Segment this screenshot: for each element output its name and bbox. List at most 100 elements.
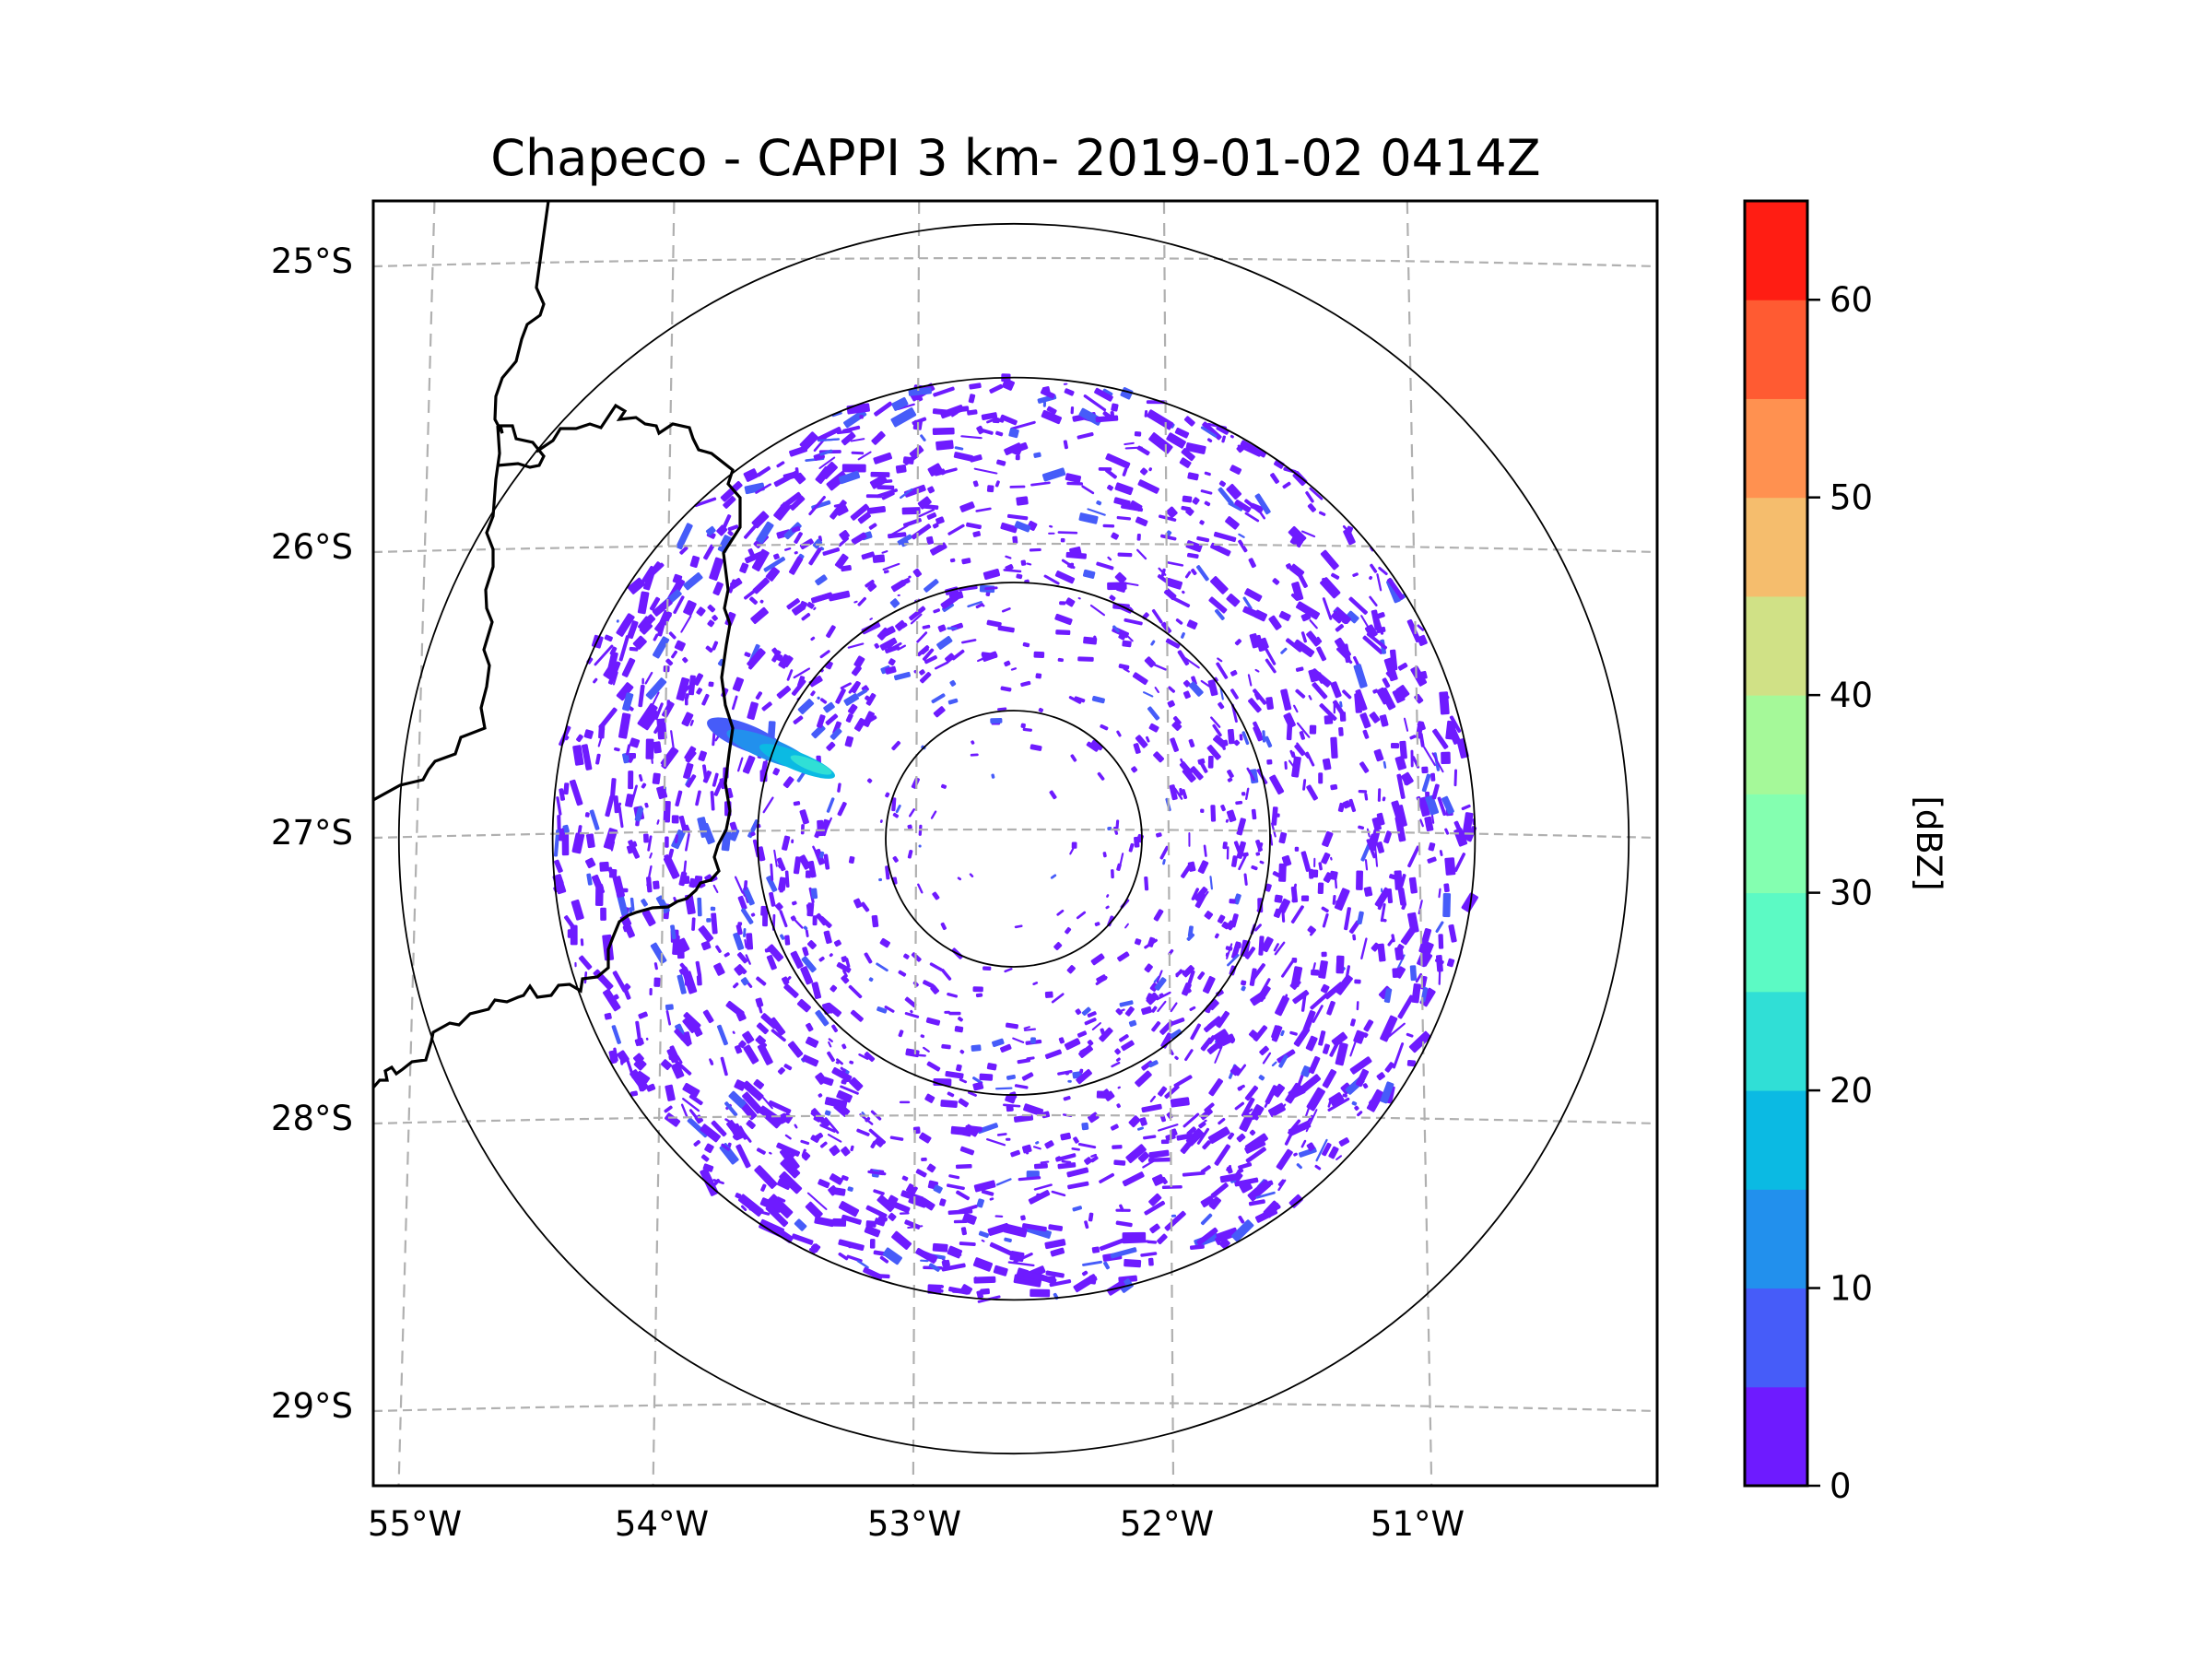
- echo-cell: [1386, 577, 1405, 600]
- gridline-lon: [397, 201, 436, 1486]
- echo-cell: [1267, 1102, 1286, 1118]
- echo-cell: [824, 817, 832, 833]
- echo-cell: [811, 1108, 830, 1128]
- echo-cell: [556, 796, 562, 816]
- echo-cell: [1301, 530, 1316, 538]
- echo-cell: [1173, 787, 1183, 800]
- echo-cell: [1191, 676, 1197, 686]
- echo-cell: [994, 480, 1000, 488]
- echo-cell: [1001, 607, 1011, 613]
- echo-cell: [1373, 748, 1384, 762]
- echo-cell: [1317, 882, 1324, 895]
- echo-cell: [1394, 816, 1406, 842]
- echo-cell: [874, 401, 893, 417]
- echo-cell: [1216, 662, 1229, 679]
- echo-cell: [1197, 758, 1206, 765]
- echo-cell: [1147, 409, 1174, 430]
- echo-cell: [697, 897, 702, 917]
- echo-cell: [1240, 440, 1267, 458]
- echo-cell: [1213, 1029, 1229, 1042]
- echo-cell: [1042, 401, 1047, 407]
- echo-cell: [769, 891, 776, 907]
- echo-cell: [1397, 994, 1415, 1019]
- echo-cell: [1051, 1190, 1066, 1197]
- echo-cell: [791, 839, 794, 844]
- gridline-lon: [652, 201, 676, 1486]
- echo-cell: [973, 1180, 996, 1193]
- echo-cell: [933, 608, 941, 614]
- echo-cell: [1253, 1025, 1268, 1041]
- echo-cell: [826, 797, 835, 813]
- echo-cell: [671, 1062, 685, 1079]
- echo-cell: [1378, 566, 1388, 576]
- echo-cell: [862, 711, 875, 727]
- echo-cell: [1300, 631, 1307, 643]
- echo-cell: [953, 1219, 968, 1224]
- echo-cell: [716, 524, 728, 536]
- echo-cell: [674, 1029, 691, 1047]
- echo-cell: [966, 522, 982, 530]
- echo-cell: [1189, 1006, 1196, 1011]
- echo-cell: [698, 750, 707, 762]
- echo-cell: [686, 774, 697, 788]
- echo-cell: [1359, 761, 1370, 773]
- echo-cell: [656, 785, 668, 800]
- echo-cell: [940, 922, 947, 931]
- echo-cell: [1404, 717, 1409, 732]
- echo-cell: [1396, 773, 1406, 799]
- echo-cell: [1012, 1037, 1025, 1043]
- echo-cell: [1356, 870, 1364, 890]
- echo-cell: [1115, 1007, 1124, 1016]
- gridline-lat: [373, 828, 1657, 840]
- echo-cell: [1260, 637, 1269, 650]
- echo-cell: [589, 809, 600, 830]
- echo-cell: [1271, 1061, 1277, 1067]
- echo-cell: [970, 753, 979, 757]
- echo-cell: [1147, 1257, 1154, 1266]
- echo-cell: [817, 696, 820, 700]
- echo-cell: [1134, 836, 1140, 848]
- echo-cell: [1059, 601, 1066, 606]
- echo-cell: [1371, 817, 1382, 831]
- echo-cell: [746, 1120, 756, 1130]
- echo-cell: [900, 488, 913, 500]
- border-line-argentina: [373, 403, 742, 1089]
- echo-cell: [1258, 1075, 1265, 1081]
- echo-cell: [1184, 1049, 1194, 1062]
- echo-cell: [1391, 934, 1395, 943]
- echo-cell: [811, 724, 826, 739]
- echo-cell: [1406, 618, 1421, 643]
- echo-cell: [756, 1022, 769, 1035]
- echo-cell: [1177, 650, 1190, 666]
- echo-cell: [1007, 1261, 1035, 1267]
- echo-cell: [780, 934, 785, 940]
- echo-cell: [1204, 471, 1211, 477]
- echo-cell: [857, 688, 868, 697]
- echo-cell: [732, 1135, 737, 1140]
- echo-cell: [1384, 1062, 1394, 1073]
- echo-cell: [1241, 1097, 1255, 1118]
- echo-cell: [791, 525, 801, 533]
- echo-cell: [919, 672, 932, 684]
- echo-cell: [923, 1046, 930, 1053]
- echo-cell: [1119, 1000, 1134, 1007]
- echo-cell: [1370, 563, 1378, 573]
- echo-cell: [712, 884, 719, 893]
- echo-cell: [769, 1151, 772, 1155]
- echo-cell: [724, 1101, 738, 1117]
- echo-cell: [1111, 1061, 1121, 1068]
- echo-cell: [1300, 895, 1310, 902]
- echo-cell: [829, 953, 833, 958]
- echo-cell: [1156, 832, 1162, 838]
- echo-cell: [1003, 1223, 1028, 1238]
- echo-cell: [871, 914, 879, 928]
- echo-cell: [1065, 597, 1076, 607]
- echo-cell: [584, 812, 590, 818]
- echo-cell: [917, 883, 924, 894]
- echo-cell: [1118, 664, 1130, 670]
- echo-cell: [1444, 857, 1456, 876]
- colorbar-bin: [1745, 1288, 1807, 1388]
- echo-cell: [1239, 734, 1243, 741]
- echo-cell: [776, 1142, 800, 1157]
- echo-cell: [653, 741, 662, 754]
